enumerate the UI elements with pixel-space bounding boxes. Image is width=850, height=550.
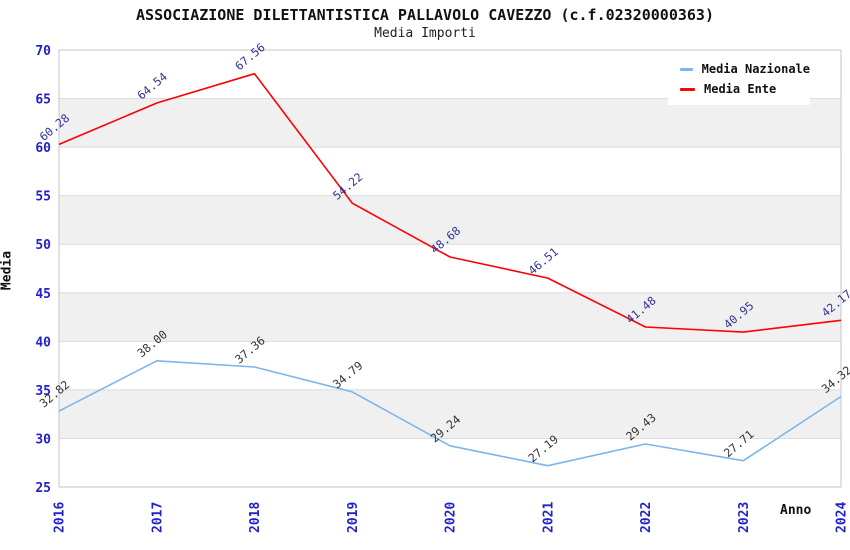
y-tick-label: 35	[35, 384, 51, 399]
chart-line-media-ente	[58, 72, 842, 333]
legend-item-media-nazionale: Media Nazionale	[668, 62, 810, 76]
y-tick-label: 40	[35, 335, 51, 350]
y-tick-label: 45	[35, 287, 51, 302]
y-tick-label: 55	[35, 190, 51, 205]
legend-label: Media Nazionale	[701, 62, 810, 76]
y-tick-label: 70	[35, 44, 51, 59]
x-tick-label: 2017	[150, 502, 165, 533]
x-tick-label: 2021	[541, 502, 556, 533]
x-tick-label: 2020	[444, 502, 459, 533]
y-tick-label: 60	[35, 141, 51, 156]
plot-band	[59, 98, 841, 148]
x-tick-label: 2023	[737, 502, 752, 533]
legend-item-media-ente: Media Ente	[668, 82, 810, 96]
legend-line-swatch-icon	[680, 67, 693, 71]
y-tick-label: 50	[35, 238, 51, 253]
plot-border	[58, 49, 842, 488]
chart-line-media-nazionale	[58, 359, 842, 467]
chart-title: ASSOCIAZIONE DILETTANTISTICA PALLAVOLO C…	[136, 6, 714, 24]
plot-band	[59, 389, 841, 439]
x-tick-label: 2016	[53, 502, 68, 533]
y-tick-label: 65	[35, 93, 51, 108]
legend-line-swatch-icon	[680, 87, 695, 91]
x-tick-label: 2019	[346, 502, 361, 533]
x-tick-label: 2018	[248, 502, 263, 533]
chart-legend: Media Nazionale Media Ente	[668, 53, 810, 105]
y-axis-label: Media	[0, 250, 15, 291]
chart-subtitle: Media Importi	[374, 26, 476, 41]
x-tick-label: 2022	[639, 502, 654, 533]
legend-label: Media Ente	[704, 82, 777, 96]
y-tick-label: 30	[35, 432, 51, 447]
plot-band	[59, 292, 841, 342]
plot-band	[59, 195, 841, 245]
x-tick-label: 2024	[835, 502, 850, 533]
y-tick-label: 25	[35, 481, 51, 496]
x-axis-label: Anno	[780, 503, 812, 518]
